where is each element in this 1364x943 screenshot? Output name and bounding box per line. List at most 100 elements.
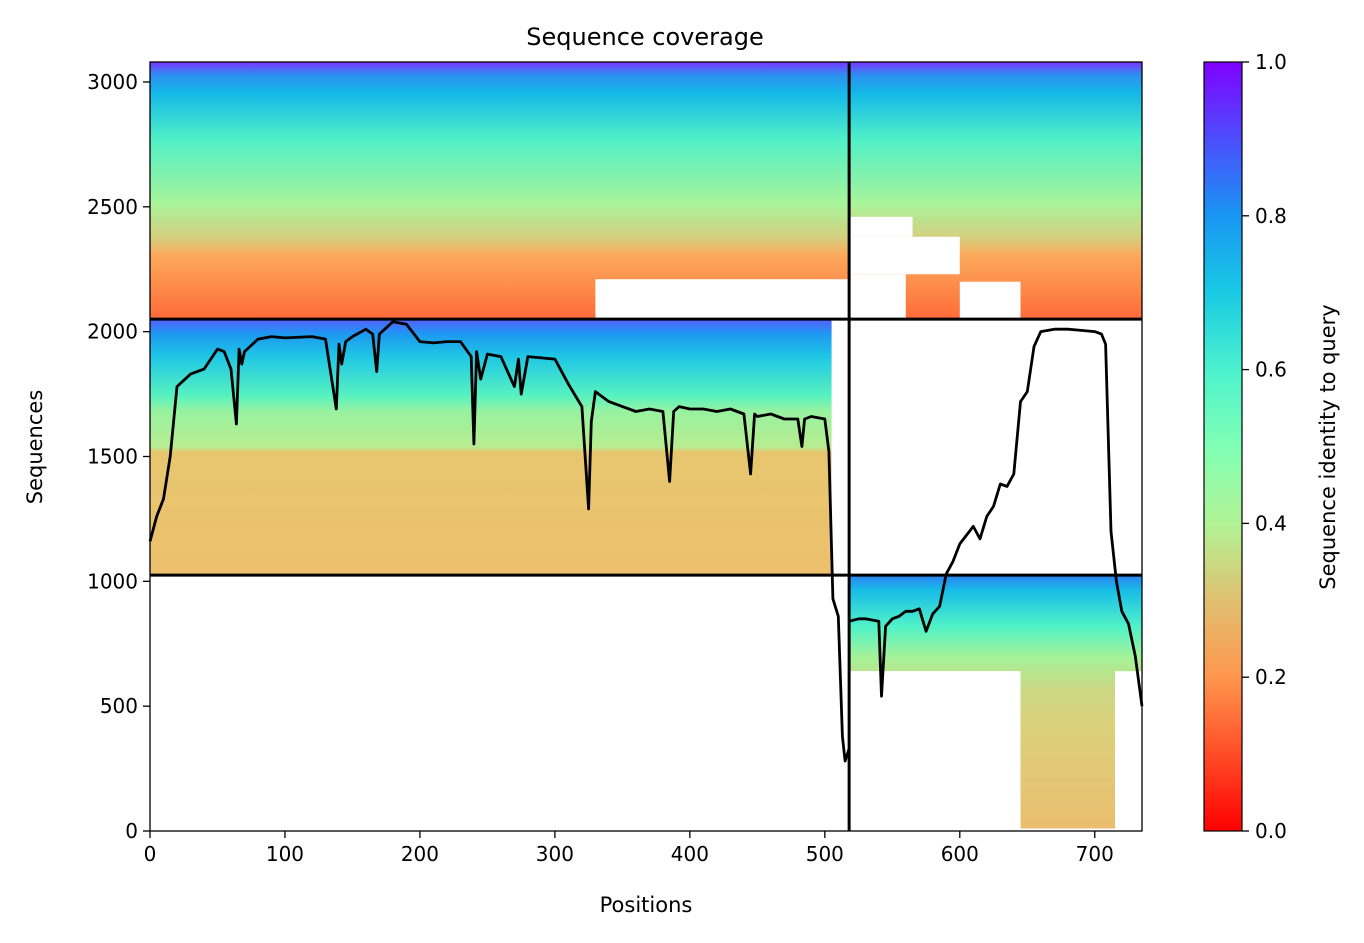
coverage-gap bbox=[831, 319, 850, 576]
colorbar-label: Sequence identity to query bbox=[1316, 304, 1340, 589]
coverage-gap-streak bbox=[967, 775, 1021, 777]
coverage-gap-streak bbox=[903, 694, 1021, 697]
coverage-gap-streak bbox=[908, 723, 1021, 725]
coverage-gap-streak bbox=[959, 732, 1021, 735]
x-tick-label: 300 bbox=[536, 842, 574, 866]
coverage-gap bbox=[1020, 828, 1116, 831]
coverage-gap-streak bbox=[905, 709, 1021, 711]
coverage-gap-streak bbox=[957, 718, 1021, 720]
coverage-gap-streak bbox=[849, 671, 1021, 673]
coverage-gap-streak bbox=[859, 728, 1021, 730]
y-tick-label: 2000 bbox=[87, 320, 138, 344]
coverage-gap-streak bbox=[865, 756, 1021, 758]
y-tick-label: 1500 bbox=[87, 444, 138, 468]
x-tick-label: 500 bbox=[806, 842, 844, 866]
coverage-gap bbox=[849, 274, 906, 320]
x-tick-label: 600 bbox=[941, 842, 979, 866]
coverage-gap-streak bbox=[974, 811, 1021, 813]
coverage-gap-streak bbox=[948, 675, 1021, 678]
coverage-gap-streak bbox=[961, 739, 1021, 742]
y-tick-label: 1000 bbox=[87, 569, 138, 593]
coverage-gap-streak bbox=[904, 702, 1021, 704]
coverage-gap-streak bbox=[861, 735, 1021, 737]
y-tick-label: 3000 bbox=[87, 70, 138, 94]
coverage-gap-streak bbox=[853, 692, 1021, 694]
colorbar-gradient bbox=[1203, 61, 1243, 832]
y-tick-label: 0 bbox=[125, 819, 138, 843]
x-tick-label: 700 bbox=[1076, 842, 1114, 866]
coverage-gap-streak bbox=[924, 808, 1021, 810]
coverage-gap-streak bbox=[953, 697, 1021, 699]
coverage-lines bbox=[148, 320, 1144, 763]
coverage-gap-streak bbox=[955, 711, 1021, 713]
y-axis-label: Sequences bbox=[23, 390, 47, 505]
coverage-gap-streak bbox=[920, 787, 1021, 789]
coverage-gap-streak bbox=[913, 751, 1021, 754]
colorbar-tick-label: 0.6 bbox=[1255, 358, 1287, 382]
colorbar-ticks: 0.0 0.2 0.4 0.6 0.8 1.0 bbox=[1242, 50, 1287, 843]
coverage-gap-streak bbox=[909, 730, 1021, 732]
coverage-gap bbox=[959, 281, 1021, 320]
coverage-gap-streak bbox=[870, 785, 1021, 787]
coverage-gap-streak bbox=[950, 683, 1021, 685]
coverage-gap-streak bbox=[971, 796, 1021, 799]
coverage-gap-streak bbox=[857, 713, 1021, 716]
coverage-gap-streak bbox=[969, 782, 1021, 784]
coverage-gap-streak bbox=[912, 744, 1021, 746]
y-tick-label: 2500 bbox=[87, 195, 138, 219]
coverage-gap-streak bbox=[872, 792, 1021, 794]
chart-title: Sequence coverage bbox=[526, 23, 763, 51]
coverage-gap-streak bbox=[854, 699, 1021, 701]
x-axis: 0 100 200 300 400 500 600 700 bbox=[144, 831, 1114, 866]
coverage-gap-streak bbox=[958, 725, 1021, 727]
coverage-gap-streak bbox=[874, 806, 1021, 808]
coverage-gap-streak bbox=[922, 794, 1021, 796]
coverage-gap-streak bbox=[900, 680, 1021, 682]
coverage-gap-streak bbox=[919, 780, 1021, 782]
coverage-gap-streak bbox=[899, 673, 1021, 675]
coverage-gap-streak bbox=[973, 804, 1021, 806]
coverage-gap-streak bbox=[862, 742, 1021, 744]
coverage-gap-streak bbox=[962, 747, 1021, 749]
coverage-gap-streak bbox=[923, 801, 1021, 803]
coverage-gap bbox=[849, 236, 960, 275]
coverage-gap-streak bbox=[873, 799, 1021, 801]
coverage-gap-streak bbox=[851, 685, 1021, 687]
colorbar: 0.0 0.2 0.4 0.6 0.8 1.0 Sequence identity to … bbox=[1203, 50, 1340, 843]
coverage-gap-streak bbox=[868, 770, 1021, 773]
coverage-gap-streak bbox=[915, 758, 1021, 761]
coverage-gap-streak bbox=[970, 789, 1021, 792]
coverage-gap bbox=[595, 279, 850, 320]
coverage-gap-streak bbox=[901, 687, 1021, 690]
coverage-gap-streak bbox=[866, 763, 1021, 765]
x-tick-label: 100 bbox=[266, 842, 304, 866]
plot-frame bbox=[149, 61, 1143, 832]
coverage-gap-streak bbox=[966, 768, 1021, 770]
coverage-gap-streak bbox=[911, 737, 1021, 739]
coverage-gap bbox=[1115, 671, 1142, 831]
coverage-line bbox=[148, 320, 851, 763]
coverage-gap-streak bbox=[863, 749, 1021, 751]
coverage-line bbox=[848, 327, 1144, 707]
msa-block bbox=[150, 62, 1142, 320]
msa-block bbox=[150, 319, 850, 576]
coverage-gap-streak bbox=[965, 761, 1021, 763]
x-axis-label: Positions bbox=[600, 893, 693, 917]
colorbar-tick-label: 1.0 bbox=[1255, 50, 1287, 74]
coverage-gap-streak bbox=[951, 690, 1021, 692]
y-axis: 0 500 1000 1500 2000 2500 3000 bbox=[87, 70, 150, 843]
coverage-gap-streak bbox=[917, 773, 1021, 775]
coverage-gap-streak bbox=[907, 716, 1021, 718]
colorbar-tick-label: 0.4 bbox=[1255, 511, 1287, 535]
y-tick-label: 500 bbox=[100, 694, 138, 718]
coverage-gap-streak bbox=[850, 678, 1021, 680]
coverage-gap-streak bbox=[858, 721, 1021, 723]
colorbar-tick-label: 0.2 bbox=[1255, 665, 1287, 689]
plot-area bbox=[148, 61, 1144, 832]
coverage-gap bbox=[849, 216, 913, 237]
block-boundaries bbox=[150, 62, 1142, 831]
coverage-gap-streak bbox=[963, 754, 1021, 756]
colorbar-tick-label: 0.0 bbox=[1255, 819, 1287, 843]
